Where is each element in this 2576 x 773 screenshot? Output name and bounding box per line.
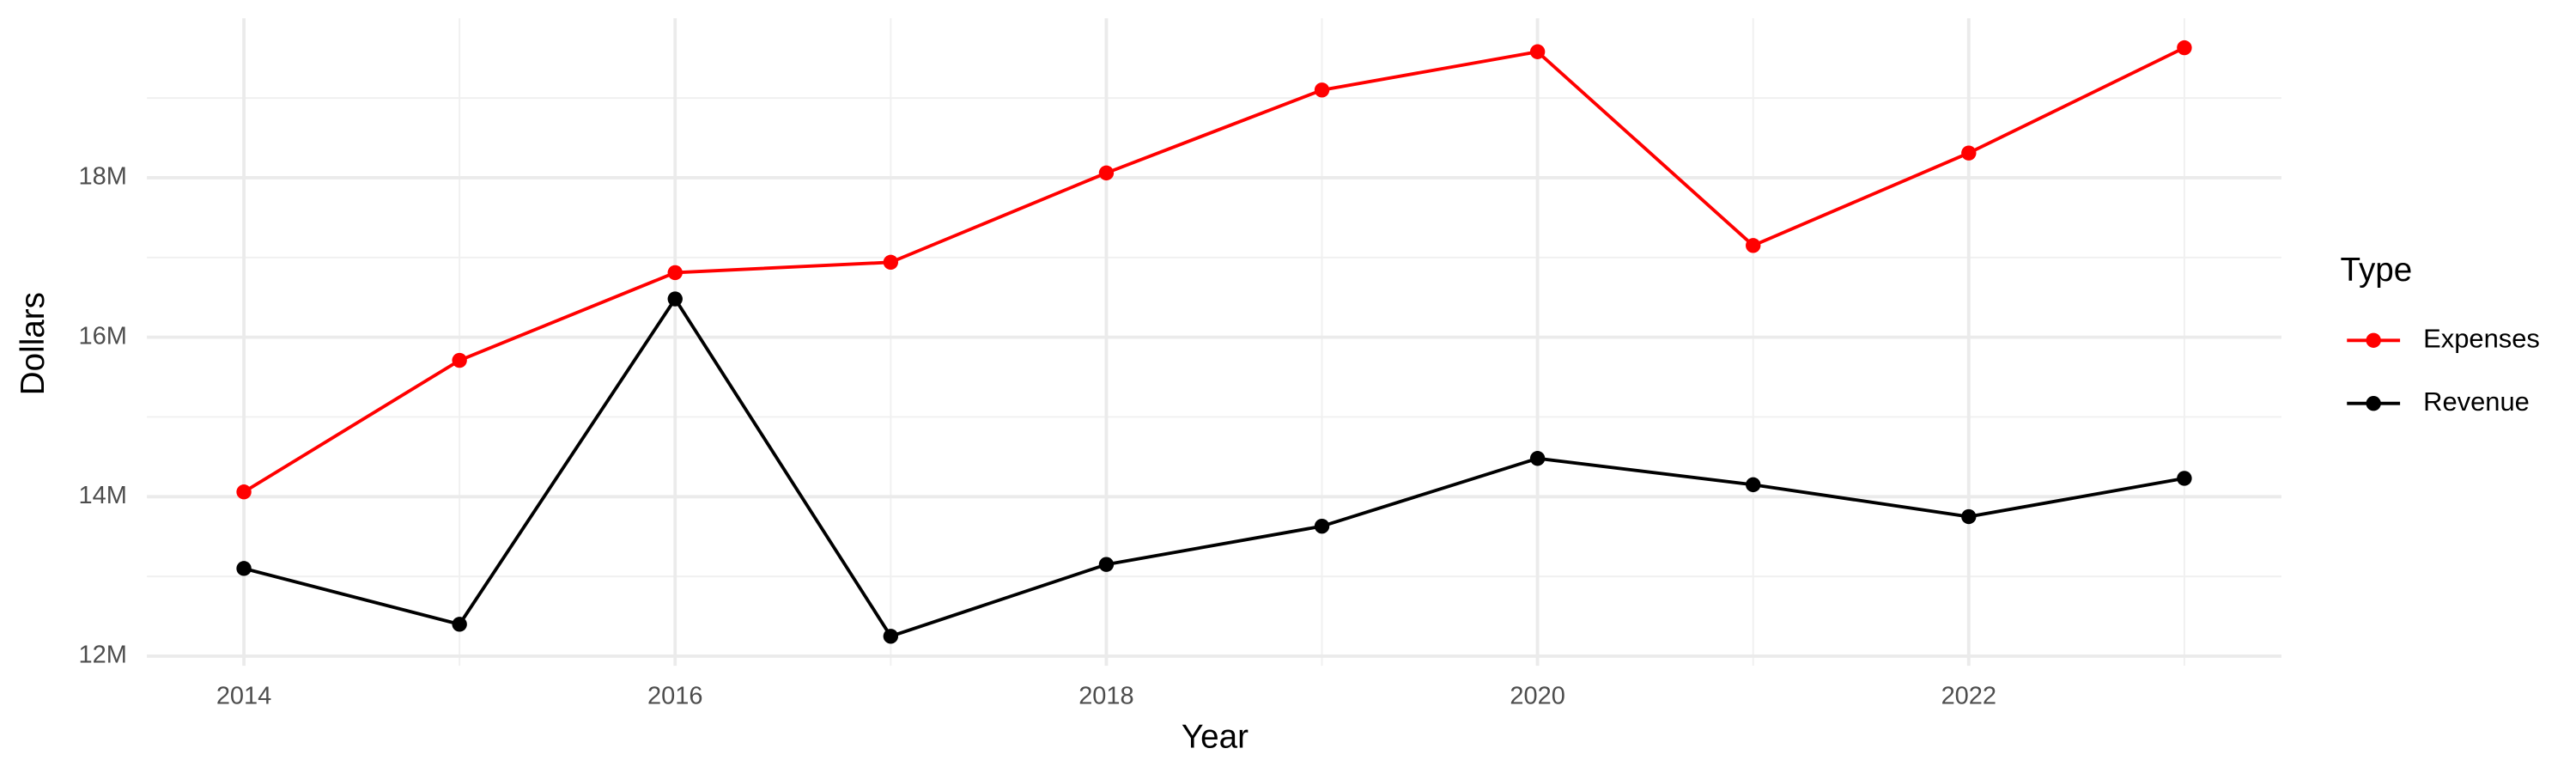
point [236,484,252,500]
point [667,291,683,307]
legend: Expenses Revenue [2347,323,2540,417]
legend-point [2366,396,2381,411]
x-tick-label: 2014 [216,683,271,710]
y-tick-label: 12M [78,642,126,669]
legend-label: Expenses [2423,323,2540,353]
point [452,352,467,368]
x-axis-title: Year [1182,718,1249,755]
point [1746,238,1761,253]
y-axis-title: Dollars [15,292,52,395]
x-tick-label: 2022 [1941,683,1996,710]
point [1529,451,1546,466]
legend-title: Type [2341,252,2413,289]
point [1098,165,1115,181]
point [2177,40,2192,56]
grid [147,18,2281,666]
point [1746,477,1761,493]
y-tick-label: 14M [78,482,126,509]
point [452,617,467,632]
y-tick-label: 18M [78,163,126,191]
line [243,295,2185,639]
x-tick-label: 2020 [1510,683,1564,710]
plot-area [236,40,2192,644]
x-tick-label: 2016 [647,683,702,710]
point [667,265,683,281]
point [1961,508,1977,525]
legend-point [2366,332,2381,348]
point [1098,557,1115,572]
y-tick-label: 16M [78,322,126,350]
x-tick-label: 2018 [1078,683,1133,710]
point [1529,44,1546,59]
line [243,46,2185,494]
point [2177,471,2192,486]
point [1314,82,1330,98]
point [883,629,899,644]
legend-label: Revenue [2423,386,2530,417]
point [883,254,899,271]
point [1961,145,1977,161]
point [1314,518,1330,534]
point [236,561,252,576]
